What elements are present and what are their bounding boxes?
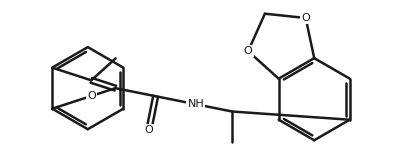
Text: O: O (144, 125, 153, 135)
Text: NH: NH (187, 99, 204, 109)
Text: O: O (301, 13, 309, 23)
Text: O: O (87, 91, 95, 101)
Text: O: O (243, 46, 252, 56)
